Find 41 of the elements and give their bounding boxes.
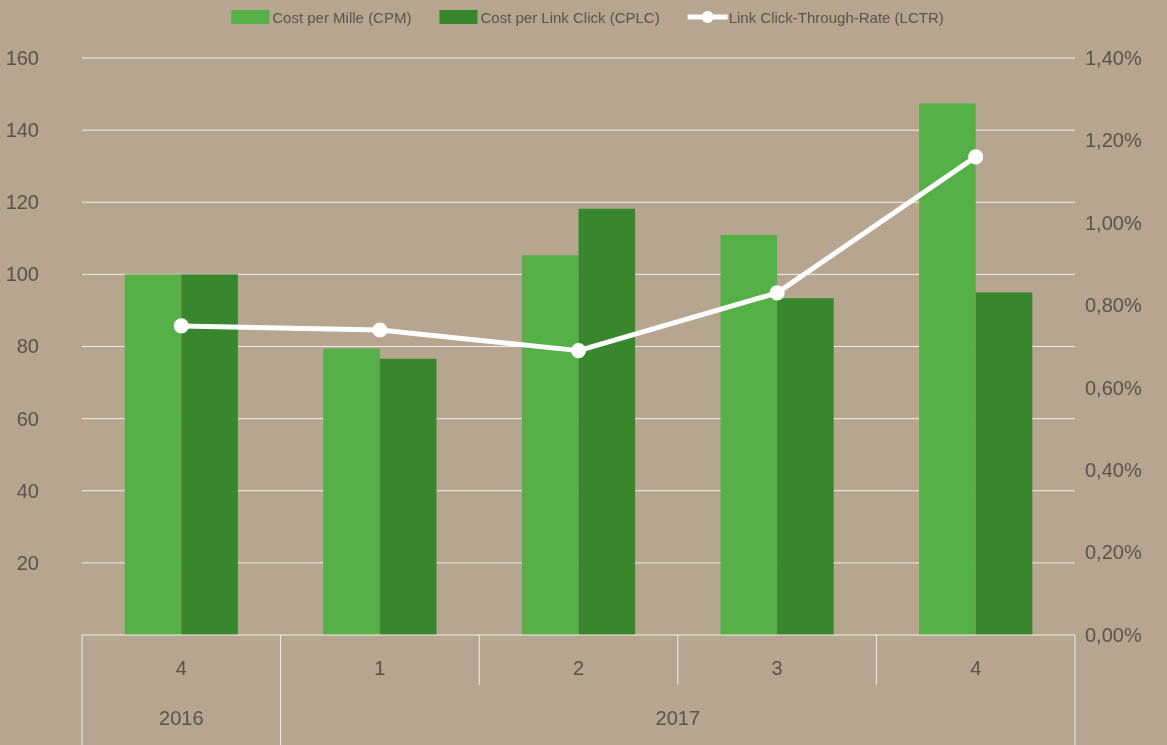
y2-tick-label: 0,40% [1085, 459, 1142, 482]
y-tick-label: 140 [5, 119, 39, 142]
x-tick-label: 1 [374, 657, 386, 679]
y2-tick-label: 0,60% [1085, 376, 1142, 399]
y2-tick-label: 0,20% [1085, 541, 1142, 564]
y2-tick-label: 0,80% [1085, 294, 1142, 317]
text: 2017 [655, 707, 701, 729]
bar [521, 255, 579, 635]
y-tick-label: 20 [16, 551, 39, 574]
y-tick-label: 40 [16, 479, 39, 502]
point [372, 322, 388, 338]
point [173, 318, 189, 334]
y-tick-label: 80 [16, 335, 39, 358]
legend-label: Cost per Link Click (CPLC) [480, 8, 660, 26]
bar [181, 274, 238, 635]
point [968, 149, 984, 165]
y2-tick-label: 1,20% [1085, 129, 1142, 152]
bar [720, 235, 778, 635]
x-tick-label: 4 [175, 657, 187, 679]
bar [578, 208, 636, 635]
y-tick-label: 120 [5, 191, 39, 214]
bar [777, 298, 834, 635]
point [769, 285, 785, 301]
y-tick-label: 160 [5, 46, 39, 69]
y2-tick-label: 1,00% [1085, 211, 1142, 234]
x-tick-label: 2 [572, 657, 585, 679]
y-tick-label: 100 [5, 263, 39, 286]
text: 2016 [159, 707, 204, 729]
bar [975, 292, 1033, 635]
y2-tick-label: 0,00% [1085, 623, 1142, 646]
y2-tick-label: 1,40% [1085, 46, 1142, 69]
point [570, 343, 587, 359]
bar [379, 358, 437, 635]
bar [124, 274, 182, 635]
y-tick-label: 60 [16, 407, 39, 430]
x-tick-label: 4 [970, 657, 982, 679]
bar [919, 103, 976, 635]
legend-label: Cost per Mille (CPM) [272, 8, 412, 26]
x-tick-label: 3 [771, 657, 783, 679]
legend-label: Link Click-Through-Rate (LCTR) [728, 8, 944, 26]
bar [323, 348, 380, 635]
